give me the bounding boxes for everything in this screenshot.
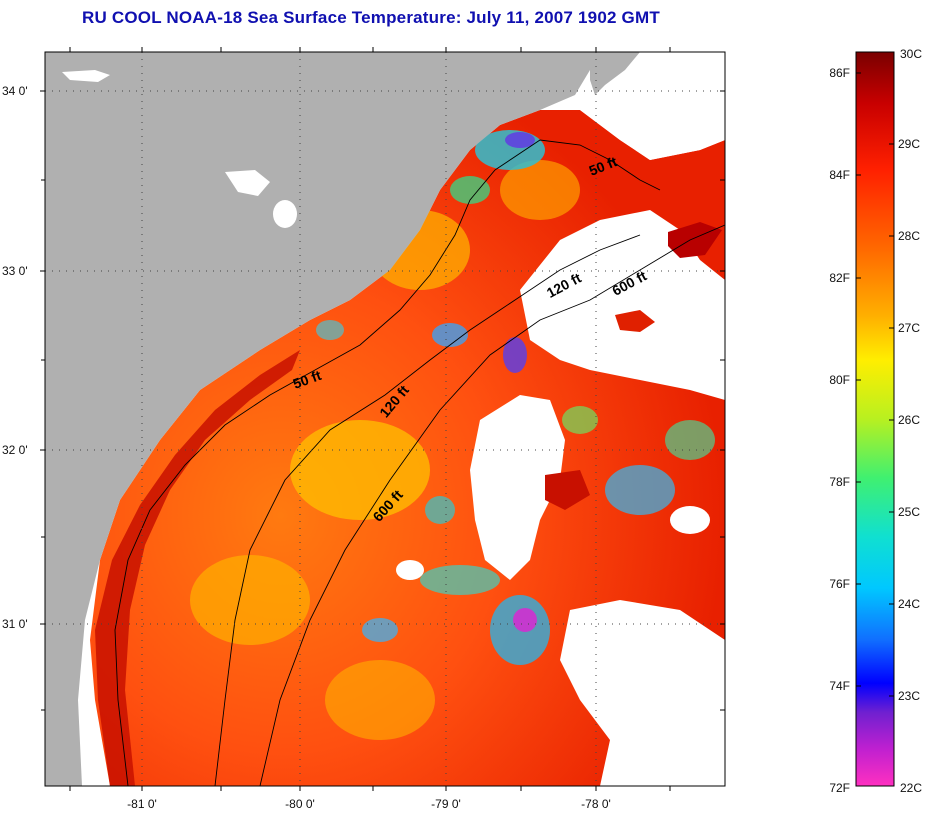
cloud-gap xyxy=(470,395,565,580)
colorbar-fahrenheit-label: 78F xyxy=(829,475,850,489)
sst-coastal-warm-band xyxy=(95,350,300,786)
land xyxy=(590,52,640,95)
sst-cool-patch xyxy=(505,132,535,148)
sst-yellow-patch xyxy=(290,420,430,520)
map-frame xyxy=(44,51,726,787)
contour-50ft xyxy=(114,139,661,786)
colorbar-celsius-label: 28C xyxy=(898,229,920,243)
lake xyxy=(225,170,270,196)
cloud-gap xyxy=(560,600,725,786)
sst-cool-patch xyxy=(513,608,537,632)
lat-label: 31 0' xyxy=(2,617,28,631)
cloud-gap xyxy=(670,506,710,534)
lat-label: 32 0' xyxy=(2,443,28,457)
sst-cool-patch xyxy=(316,320,344,340)
lat-label: 34 0' xyxy=(2,84,28,98)
lon-label: -78 0' xyxy=(581,797,611,811)
sst-cool-patch xyxy=(450,176,490,204)
lat-label: 33 0' xyxy=(2,264,28,278)
map-title: RU COOL NOAA-18 Sea Surface Temperature:… xyxy=(82,8,660,27)
lon-label: -79 0' xyxy=(431,797,461,811)
sst-cool-patch xyxy=(362,618,398,642)
lake xyxy=(273,200,297,228)
land xyxy=(45,52,590,786)
sst-warm-patch xyxy=(668,222,722,258)
sst-warm-patch xyxy=(615,310,655,332)
lon-label: -80 0' xyxy=(285,797,315,811)
colorbar-fahrenheit-label: 76F xyxy=(829,577,850,591)
colorbar-fahrenheit-label: 84F xyxy=(829,168,850,182)
colorbar-fahrenheit-label: 80F xyxy=(829,373,850,387)
sst-cool-patch xyxy=(425,496,455,524)
colorbar-fahrenheit-label: 86F xyxy=(829,66,850,80)
cloud-gap xyxy=(396,560,424,580)
colorbar-celsius-label: 23C xyxy=(898,689,920,703)
colorbar-celsius-label: 30C xyxy=(900,47,922,61)
cloud-gap xyxy=(580,110,725,160)
colorbar-celsius-label: 25C xyxy=(898,505,920,519)
cloud-gap xyxy=(520,210,725,400)
lon-label: -81 0' xyxy=(127,797,157,811)
sst-cool-patch xyxy=(605,465,675,515)
colorbar-scale xyxy=(855,51,895,787)
contour-120ft xyxy=(214,234,641,786)
colorbar-celsius-label: 22C xyxy=(900,781,922,795)
colorbar-celsius-label: 26C xyxy=(898,413,920,427)
colorbar-ticks xyxy=(856,72,894,697)
sst-cool-patch xyxy=(432,323,468,347)
map-plot-area: 50 ft 120 ft 600 ft 50 ft 120 ft 600 ft xyxy=(45,52,725,786)
colorbar-celsius-label: 27C xyxy=(898,321,920,335)
sst-yellow-patch xyxy=(325,660,435,740)
sst-cool-patch xyxy=(503,337,527,373)
sst-yellow-patch xyxy=(500,160,580,220)
sst-cool-patch xyxy=(562,406,598,434)
colorbar-celsius-label: 24C xyxy=(898,597,920,611)
colorbar-fahrenheit-label: 74F xyxy=(829,679,850,693)
colorbar-fahrenheit-label: 72F xyxy=(829,781,850,795)
map-ticks xyxy=(40,47,725,791)
sst-warm-patch xyxy=(545,470,590,510)
colorbar-celsius-label: 29C xyxy=(898,137,920,151)
colorbar-fahrenheit-label: 82F xyxy=(829,271,850,285)
sst-cool-patch xyxy=(665,420,715,460)
lake xyxy=(62,70,110,82)
sst-cool-patch xyxy=(420,565,500,595)
contour-600ft xyxy=(259,224,725,786)
sst-yellow-patch xyxy=(190,555,310,645)
colorbar: 86F 84F 82F 80F 78F 76F 74F 72F 30C 29C … xyxy=(829,47,922,795)
